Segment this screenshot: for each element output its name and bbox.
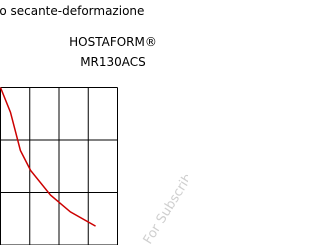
- data-line: [0, 87, 96, 227]
- chart-title: lo secante-deformazione: [0, 4, 144, 18]
- chart-subtitle: HOSTAFORM®: [69, 35, 157, 49]
- chart: lo secante-deformazione HOSTAFORM® MR130…: [0, 4, 188, 245]
- chart-subtitle: MR130ACS: [80, 55, 146, 69]
- watermark: For Subscribers Only: [141, 125, 188, 245]
